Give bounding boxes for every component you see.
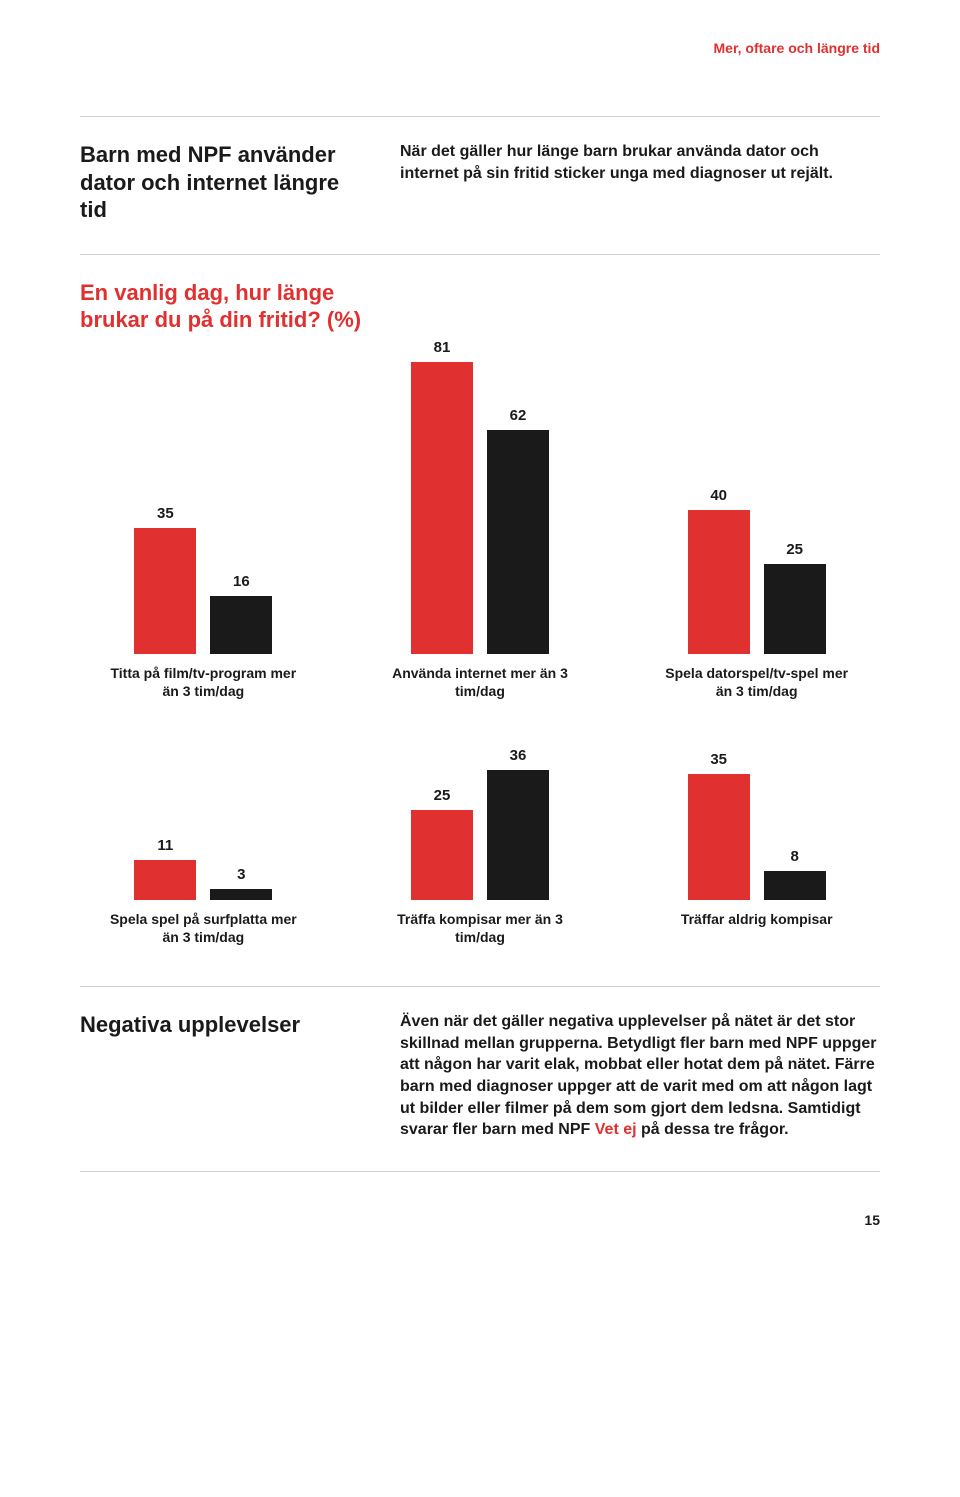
section-intro-body: När det gäller hur länge barn brukar anv… <box>400 141 880 184</box>
chart-group-label: Spela spel på surfplatta mer än 3 tim/da… <box>108 910 298 946</box>
chart-group-label: Använda internet mer än 3 tim/dag <box>385 664 575 700</box>
chart-group-label: Titta på film/tv-program mer än 3 tim/da… <box>108 664 298 700</box>
page-number: 15 <box>80 1212 880 1228</box>
chart-group-label: Spela datorspel/tv-spel mer än 3 tim/dag <box>662 664 852 700</box>
section-negativa-body: Även när det gäller negativa upplevelser… <box>400 1011 880 1141</box>
bars-area: 40 25 <box>688 344 826 654</box>
bars-area: 35 8 <box>688 750 826 900</box>
bar <box>487 770 549 900</box>
chart-group: 40 25 Spela datorspel/tv-spel mer än 3 tim… <box>633 344 880 700</box>
bar-value-label: 11 <box>157 837 173 854</box>
bar <box>210 596 272 654</box>
bar <box>134 860 196 900</box>
chart-group: 25 36 Träffa kompisar mer än 3 tim/dag <box>357 750 604 946</box>
bar-value-label: 3 <box>237 866 245 883</box>
bar-value-label: 81 <box>434 339 451 356</box>
chart-group: 35 8 Träffar aldrig kompisar <box>633 750 880 946</box>
bar <box>764 564 826 654</box>
bar-value-label: 16 <box>233 573 250 590</box>
bar-value-label: 62 <box>510 407 527 424</box>
bar <box>134 528 196 654</box>
bar-column: 25 <box>764 541 826 654</box>
divider <box>80 1171 880 1172</box>
section-chart: En vanlig dag, hur länge brukar du på di… <box>80 255 880 987</box>
bar-value-label: 36 <box>510 747 527 764</box>
bar-value-label: 35 <box>157 505 174 522</box>
chart-row: 35 16 Titta på film/tv-program mer än 3 ti… <box>80 344 880 700</box>
bar <box>411 810 473 900</box>
bar <box>688 510 750 654</box>
section-negativa: Negativa upplevelser Även när det gäller… <box>80 987 880 1171</box>
chart-row: 11 3 Spela spel på surfplatta mer än 3 tim… <box>80 750 880 946</box>
section-negativa-heading: Negativa upplevelser <box>80 1011 360 1039</box>
running-head: Mer, oftare och längre tid <box>80 40 880 56</box>
bar-column: 81 <box>411 339 473 654</box>
bar-column: 35 <box>688 751 750 900</box>
bar-column: 25 <box>411 787 473 900</box>
bar-value-label: 8 <box>791 848 799 865</box>
section-intro: Barn med NPF använder dator och internet… <box>80 117 880 254</box>
bars-area: 25 36 <box>411 750 549 900</box>
bar <box>688 774 750 900</box>
chart-heading: En vanlig dag, hur länge brukar du på di… <box>80 279 370 334</box>
bar-value-label: 35 <box>710 751 727 768</box>
bar-chart: 35 16 Titta på film/tv-program mer än 3 ti… <box>80 334 880 987</box>
bar-column: 40 <box>688 487 750 654</box>
chart-group: 8162 Använda internet mer än 3 tim/dag <box>357 344 604 700</box>
chart-group-label: Träffar aldrig kompisar <box>681 910 833 928</box>
bar-value-label: 25 <box>434 787 451 804</box>
chart-group: 35 16 Titta på film/tv-program mer än 3 ti… <box>80 344 327 700</box>
bar-value-label: 25 <box>786 541 803 558</box>
bar <box>487 430 549 653</box>
bars-area: 35 16 <box>134 344 272 654</box>
bar-column: 8 <box>764 848 826 900</box>
bar <box>210 889 272 900</box>
chart-group: 11 3 Spela spel på surfplatta mer än 3 tim… <box>80 750 327 946</box>
bar-column: 11 <box>134 837 196 900</box>
bar <box>411 362 473 654</box>
bar-column: 62 <box>487 407 549 653</box>
bar <box>764 871 826 900</box>
bar-column: 35 <box>134 505 196 654</box>
bars-area: 8162 <box>411 344 549 654</box>
bar-column: 36 <box>487 747 549 900</box>
bar-column: 3 <box>210 866 272 900</box>
section-intro-heading: Barn med NPF använder dator och internet… <box>80 141 360 224</box>
bars-area: 11 3 <box>134 750 272 900</box>
chart-group-label: Träffa kompisar mer än 3 tim/dag <box>385 910 575 946</box>
bar-value-label: 40 <box>710 487 727 504</box>
bar-column: 16 <box>210 573 272 654</box>
vet-ej-highlight: Vet ej <box>595 1121 637 1138</box>
